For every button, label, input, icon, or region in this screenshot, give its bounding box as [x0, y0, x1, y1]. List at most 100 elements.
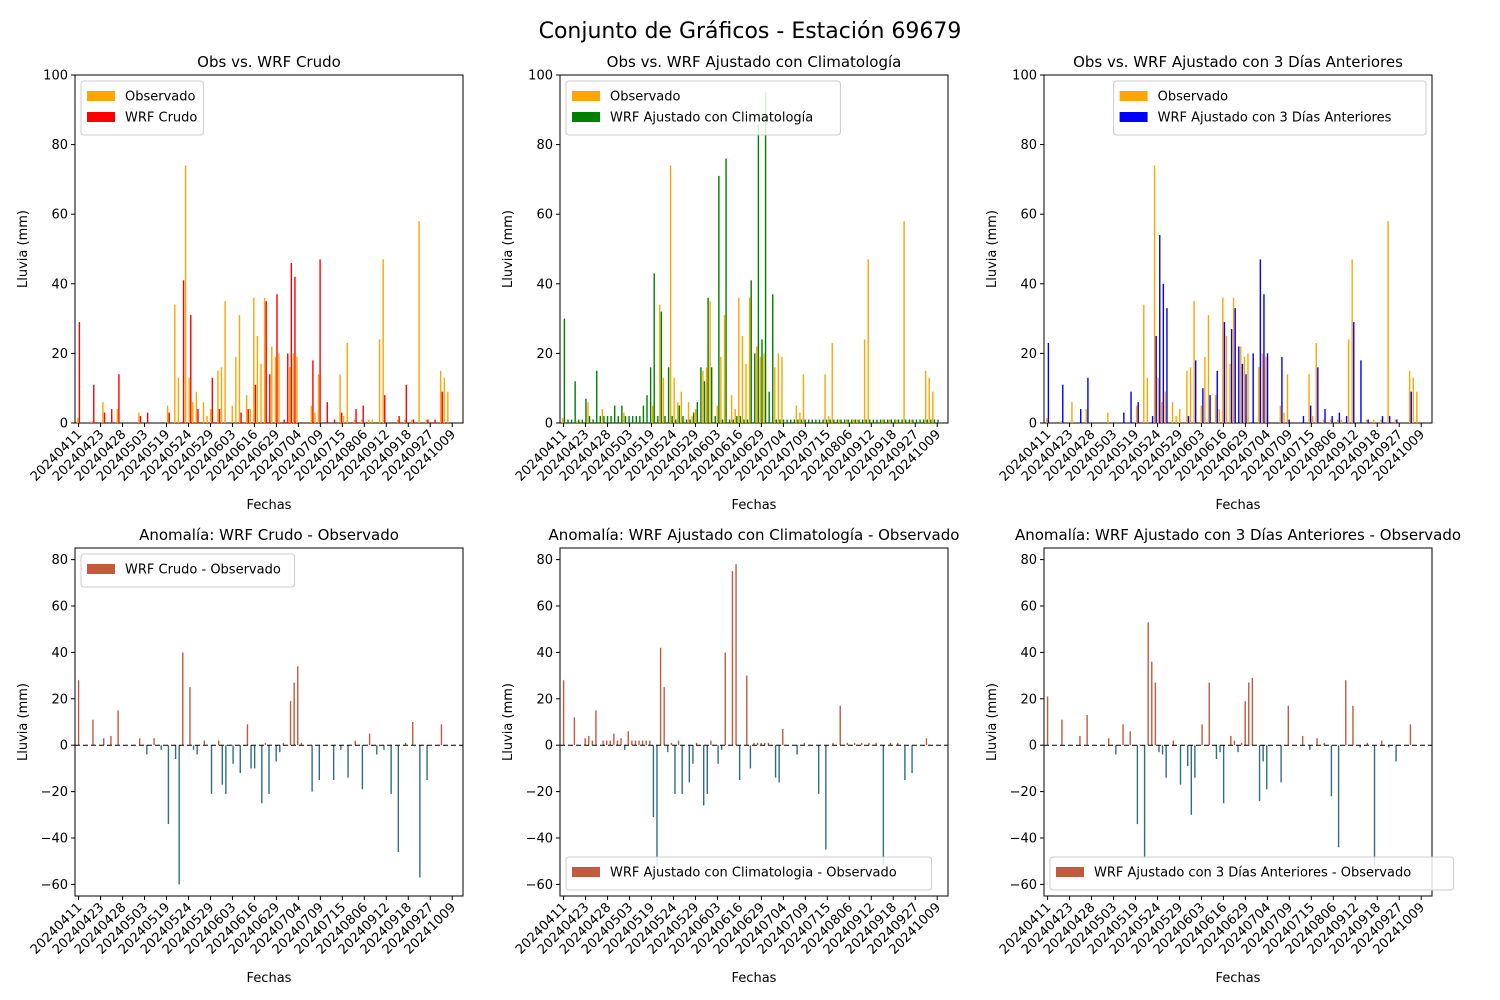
bar-observado	[662, 377, 665, 423]
bar-observado	[253, 297, 255, 423]
bar-climatologia	[649, 367, 652, 423]
bar-tres_dias	[1234, 308, 1236, 423]
anomaly-bar	[153, 738, 155, 746]
y-tick-label: 0	[60, 417, 68, 432]
y-tick-label: −40	[41, 832, 68, 847]
anomaly-bar	[412, 722, 414, 746]
y-tick-label: 20	[51, 692, 68, 707]
bar-observado	[687, 402, 690, 423]
bar-crudo	[294, 276, 296, 423]
anomaly-bar	[419, 745, 421, 878]
bar-observado	[1107, 412, 1109, 423]
y-axis-label: Lluvia (mm)	[501, 210, 516, 288]
bar-tres_dias	[1288, 419, 1290, 423]
anomaly-bar	[253, 745, 256, 769]
bar-observado	[1232, 297, 1235, 423]
bar-tres_dias	[1324, 409, 1326, 423]
anomaly-bar	[663, 687, 665, 746]
y-axis-label: Lluvia (mm)	[985, 683, 1000, 761]
bar-climatologia	[779, 419, 781, 423]
anomaly-bar	[210, 745, 213, 794]
legend-label: Observado	[1158, 90, 1229, 105]
anomaly-bar	[1395, 745, 1397, 762]
bar-observado	[411, 419, 413, 423]
anomaly-bar	[846, 742, 849, 746]
anomaly-bar	[1330, 745, 1333, 797]
bar-climatologia	[653, 273, 655, 423]
bar-observado	[1261, 353, 1264, 423]
bar-observado	[116, 409, 119, 423]
bar-tres_dias	[1202, 388, 1204, 423]
bar-climatologia	[613, 405, 616, 423]
chart-title: Obs vs. WRF Ajustado con 3 Días Anterior…	[1073, 53, 1403, 71]
anomaly-bar	[426, 745, 428, 780]
anomaly-bar	[250, 745, 252, 769]
bar-climatologia	[578, 419, 580, 423]
bar-observado	[730, 395, 733, 423]
bar-observado	[231, 405, 233, 423]
anomaly-bar	[1251, 677, 1254, 746]
anomaly-bar	[289, 701, 292, 746]
anomaly-bar	[279, 745, 281, 753]
bar-tres_dias	[1087, 377, 1089, 423]
anomaly-bar	[861, 742, 863, 746]
bar-observado	[202, 402, 205, 423]
bar-observado	[1135, 405, 1138, 423]
bar-climatologia	[574, 381, 576, 423]
y-axis-label: Lluvia (mm)	[16, 210, 31, 288]
y-tick-label: 0	[1029, 417, 1037, 432]
bar-crudo	[276, 294, 278, 423]
anomaly-bar	[203, 740, 206, 746]
bar-observado	[795, 405, 798, 423]
legend-label: WRF Ajustado con 3 Días Anteriores - Obs…	[1094, 866, 1411, 881]
bar-tres_dias	[1047, 342, 1050, 423]
anomaly-bar	[1115, 745, 1117, 755]
legend-box	[1049, 856, 1455, 891]
y-tick-label: 40	[536, 277, 553, 292]
bar-tres_dias	[1137, 402, 1139, 423]
legend: Observado WRF Ajustado con Climatología	[565, 80, 841, 136]
anomaly-bar	[710, 740, 712, 746]
bar-tres_dias	[1216, 370, 1218, 423]
bar-observado	[1408, 370, 1411, 423]
bar-tres_dias	[1209, 395, 1211, 423]
anomaly-bar	[347, 745, 349, 778]
bar-climatologia	[739, 416, 742, 423]
legend-swatch	[572, 91, 600, 101]
y-tick-label: −60	[1010, 878, 1037, 893]
bar-observado	[314, 412, 316, 423]
anomaly-bar	[1107, 738, 1110, 746]
bar-observado	[396, 419, 399, 423]
anomaly-bar	[1136, 745, 1139, 825]
bar-climatologia	[657, 416, 659, 423]
bar-climatologia	[869, 419, 871, 423]
bar-observado	[651, 405, 654, 423]
anomaly-bar	[659, 647, 662, 746]
legend-label: WRF Ajustado con 3 Días Anteriores	[1158, 111, 1392, 126]
bar-climatologia	[603, 416, 605, 423]
anomaly-bar	[1122, 724, 1124, 746]
anomaly-bar	[1161, 745, 1164, 755]
bar-observado	[889, 419, 891, 423]
anomaly-bar	[674, 745, 676, 794]
anomaly-bar	[397, 745, 400, 852]
y-tick-label: 0	[545, 739, 553, 754]
bar-tres_dias	[1281, 356, 1283, 423]
bar-crudo	[434, 419, 436, 423]
legend-swatch	[87, 91, 115, 101]
bar-crudo	[333, 419, 336, 423]
bar-observado	[1161, 402, 1163, 423]
bar-climatologia	[901, 419, 903, 423]
legend-swatch	[1119, 112, 1148, 122]
anomaly-bar	[627, 731, 629, 746]
bar-climatologia	[750, 280, 752, 423]
anomaly-bar	[110, 735, 112, 746]
bar-observado	[256, 336, 259, 423]
figure-title: Conjunto de Gráficos - Estación 69679	[539, 19, 962, 44]
anomaly-bar	[853, 742, 856, 746]
anomaly-bar	[138, 738, 141, 746]
bar-observado	[831, 342, 833, 423]
bar-observado	[184, 165, 187, 424]
chart-title: Anomalía: WRF Crudo - Observado	[139, 526, 399, 544]
bar-observado	[924, 370, 927, 423]
